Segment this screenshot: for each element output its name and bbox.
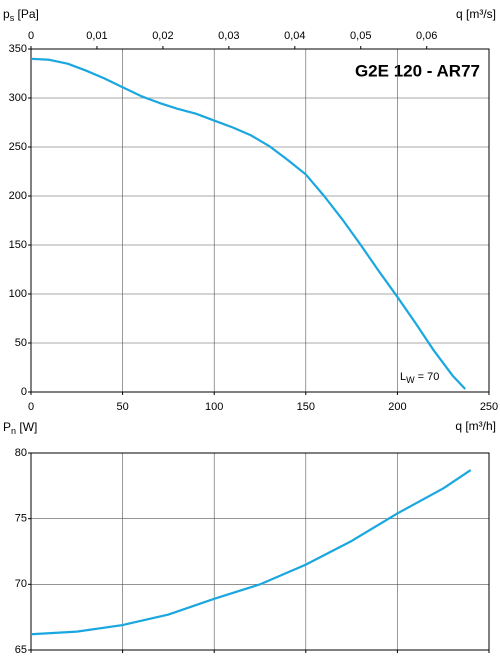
y-tick-label: 300 xyxy=(9,92,27,104)
x-tick-label: 50 xyxy=(116,401,128,413)
y-tick-label: 100 xyxy=(9,288,27,300)
y-tick-label: 65 xyxy=(15,644,27,656)
y-tick-label: 150 xyxy=(9,239,27,251)
line xyxy=(30,469,472,636)
x-tick-label: 250 xyxy=(480,401,498,413)
chart-title: G2E 120 - AR77 xyxy=(355,61,480,80)
y-tick-label: 50 xyxy=(15,337,27,349)
plot-frame xyxy=(30,48,490,393)
x2-tick-label: 0,06 xyxy=(416,30,437,42)
annotation: LW = 70 xyxy=(400,371,439,385)
y-tick-label: 0 xyxy=(21,386,27,398)
line xyxy=(30,57,466,390)
x-tick-label: 100 xyxy=(205,401,223,413)
x-tick-label: 150 xyxy=(297,401,315,413)
y-tick-label: 350 xyxy=(9,43,27,55)
y-tick-label: 200 xyxy=(9,190,27,202)
x2-tick-label: 0,05 xyxy=(350,30,371,42)
y-tick-label: 75 xyxy=(15,513,27,525)
x-tick-label: 200 xyxy=(388,401,406,413)
plot-frame xyxy=(30,452,490,651)
y-tick-label: 70 xyxy=(15,578,27,590)
y-tick-label: 250 xyxy=(9,141,27,153)
y-tick-label: 80 xyxy=(15,447,27,459)
y-axis-label: Pn [W] xyxy=(3,420,37,436)
x-axis-label: q [m³/h] xyxy=(455,419,496,433)
x-tick-label: 0 xyxy=(28,401,34,413)
x2-axis-label: q [m³/s] xyxy=(456,7,496,21)
x2-tick-label: 0,03 xyxy=(218,30,239,42)
y-axis-label: ps [Pa] xyxy=(3,7,39,23)
x2-tick-label: 0,02 xyxy=(152,30,173,42)
x2-tick-label: 0 xyxy=(28,30,34,42)
x2-tick-label: 0,01 xyxy=(86,30,107,42)
x2-tick-label: 0,04 xyxy=(284,30,305,42)
